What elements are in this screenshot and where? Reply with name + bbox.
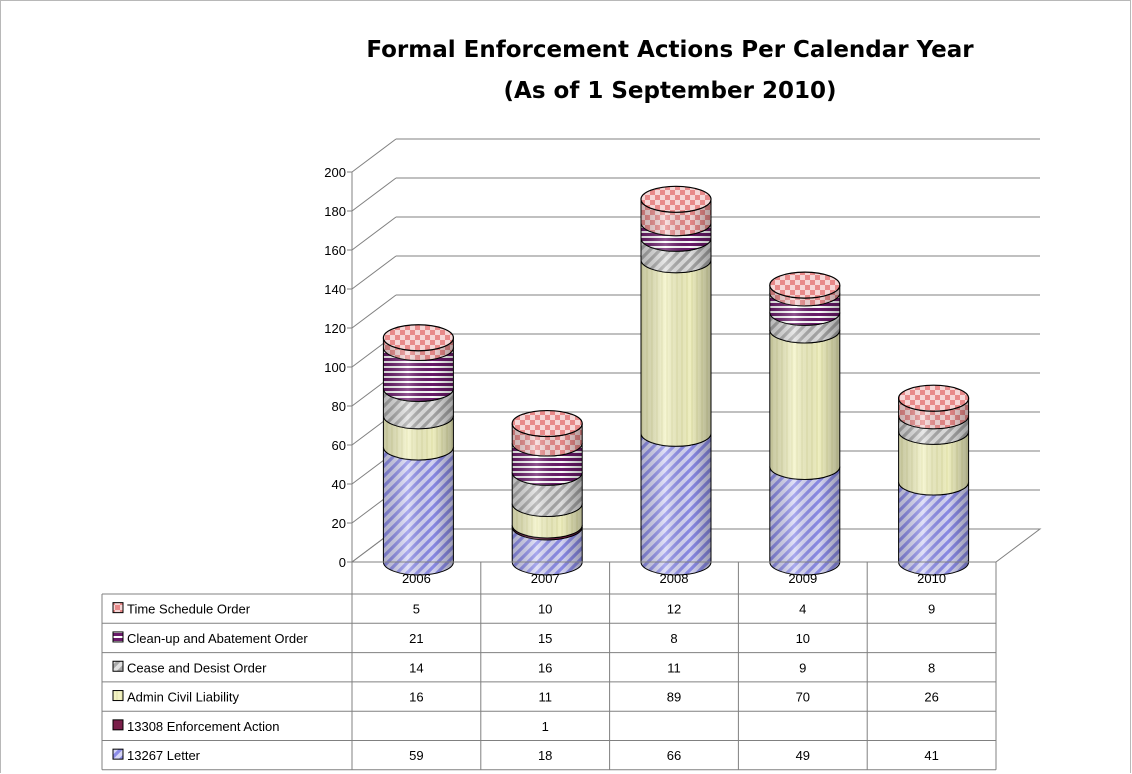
data-label: 10 <box>538 602 552 617</box>
y-tick-label: 80 <box>332 399 346 414</box>
bar-top-cap <box>640 185 712 213</box>
data-label: 9 <box>799 660 806 675</box>
bar-segment-admin-civil-liability <box>640 259 712 447</box>
y-tick-label: 140 <box>324 282 346 297</box>
data-label: 89 <box>667 690 681 705</box>
bar-top-cap <box>769 271 841 299</box>
gridline <box>351 138 397 173</box>
data-label: 41 <box>924 748 938 763</box>
y-tick-label: 40 <box>332 477 346 492</box>
bar-segment-13267-letter <box>511 526 583 576</box>
gridline <box>351 255 397 290</box>
legend-label: Time Schedule Order <box>127 602 251 617</box>
data-label: 4 <box>799 602 806 617</box>
data-label: 12 <box>667 602 681 617</box>
legend-key-time-schedule-order <box>112 602 124 614</box>
data-label: 10 <box>796 631 810 646</box>
y-tick-label: 120 <box>324 321 346 336</box>
data-label: 16 <box>538 660 552 675</box>
data-label: 15 <box>538 631 552 646</box>
x-tick-label: 2007 <box>531 571 560 586</box>
y-tick-label: 100 <box>324 360 346 375</box>
legend-label: Cease and Desist Order <box>127 660 267 675</box>
bar-stack-2008 <box>640 185 712 576</box>
y-tick-label: 60 <box>332 438 346 453</box>
data-label: 16 <box>409 690 423 705</box>
data-label: 21 <box>409 631 423 646</box>
bar-segment-13267-letter <box>898 481 970 576</box>
legend-key-13308-enforcement-action <box>112 719 124 731</box>
bar-segment-admin-civil-liability <box>769 329 841 480</box>
bar-top-cap <box>511 409 583 438</box>
x-tick-label: 2010 <box>917 571 946 586</box>
bar-top-cap <box>897 384 970 412</box>
bar-stack-2009 <box>769 271 841 576</box>
data-label: 70 <box>796 690 810 705</box>
legend-label: 13308 Enforcement Action <box>127 719 280 734</box>
gridline <box>351 177 397 212</box>
bar-segment-13267-letter <box>640 433 712 576</box>
chart-subtitle: (As of 1 September 2010) <box>503 78 837 104</box>
legend-key-clean-up-and-abatement-order <box>112 631 124 643</box>
data-label: 5 <box>413 602 420 617</box>
data-label: 1 <box>542 719 549 734</box>
y-axis: 0 20 40 60 80 100 120 140 160 180 200 <box>324 165 353 570</box>
bar-segment-admin-civil-liability <box>898 431 970 496</box>
x-tick-label: 2009 <box>788 571 817 586</box>
data-label: 11 <box>538 690 552 705</box>
bar-stack-2010 <box>897 384 970 576</box>
data-label: 9 <box>928 602 935 617</box>
bar-segment-13267-letter <box>769 466 841 576</box>
legend-key-13267-letter <box>112 748 124 760</box>
bar-top-cap <box>382 324 454 352</box>
data-label: 8 <box>670 631 677 646</box>
bar-segment-13267-letter <box>382 446 454 576</box>
bars <box>382 185 970 576</box>
floor <box>351 528 1042 563</box>
data-label: 8 <box>928 660 935 675</box>
gridline <box>351 216 397 251</box>
bar-stack-2006 <box>382 324 454 576</box>
data-label: 66 <box>667 748 681 763</box>
data-label: 59 <box>409 748 423 763</box>
y-tick-label: 200 <box>324 165 346 180</box>
x-tick-label: 2008 <box>660 571 689 586</box>
y-tick-label: 160 <box>324 243 346 258</box>
legend-label: 13267 Letter <box>127 748 201 763</box>
data-label: 18 <box>538 748 552 763</box>
legend-label: Admin Civil Liability <box>127 690 239 705</box>
x-tick-label: 2006 <box>402 571 431 586</box>
y-tick-label: 0 <box>339 555 346 570</box>
data-label: 11 <box>667 660 681 675</box>
legend-key-admin-civil-liability <box>112 690 124 702</box>
bar-stack-2007 <box>511 409 583 576</box>
chart-title: Formal Enforcement Actions Per Calendar … <box>366 37 974 63</box>
data-label: 49 <box>796 748 810 763</box>
y-tick-label: 180 <box>324 204 346 219</box>
legend-label: Clean-up and Abatement Order <box>127 631 308 646</box>
data-label: 14 <box>409 660 423 675</box>
legend-key-cease-and-desist-order <box>112 660 124 672</box>
data-label: 26 <box>924 690 938 705</box>
gridline <box>351 294 397 329</box>
y-tick-label: 20 <box>332 516 346 531</box>
data-table: 2006 2007 2008 2009 2010 Time Schedule Order 5… <box>101 561 997 771</box>
